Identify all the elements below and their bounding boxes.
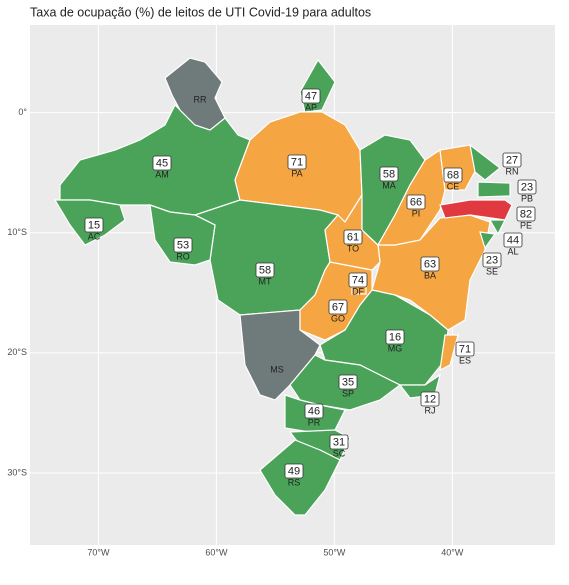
value-label: 31 xyxy=(333,436,345,448)
value-label: 58 xyxy=(383,168,395,180)
state-abbr: PA xyxy=(291,168,302,178)
value-label: 71 xyxy=(459,343,471,355)
label-box xyxy=(348,272,368,288)
state-abbr: AM xyxy=(155,169,169,179)
state-abbr: MT xyxy=(259,276,272,286)
state-abbr: MG xyxy=(388,343,403,353)
state-abbr: CE xyxy=(447,181,460,191)
state-abbr: MA xyxy=(382,180,396,190)
state xyxy=(469,143,501,181)
state-abbr: PE xyxy=(520,220,532,230)
label-box xyxy=(420,391,440,407)
x-tick-label: 60°W xyxy=(205,547,228,557)
label-box xyxy=(84,217,104,233)
label-box xyxy=(304,403,324,419)
value-label: 46 xyxy=(308,405,320,417)
state xyxy=(439,334,459,372)
value-label: 63 xyxy=(424,258,436,270)
label-box xyxy=(343,229,363,245)
state-abbr: SP xyxy=(342,388,354,398)
value-label: 35 xyxy=(342,376,354,388)
label-box xyxy=(173,237,193,253)
value-label: 53 xyxy=(177,239,189,251)
value-label: 12 xyxy=(424,393,436,405)
state-abbr: RJ xyxy=(425,405,436,415)
state-abbr: AL xyxy=(507,246,518,256)
label-box xyxy=(502,152,522,168)
label-box xyxy=(328,299,348,315)
value-label: 66 xyxy=(410,196,422,208)
state xyxy=(164,57,226,131)
state-abbr: MS xyxy=(270,364,284,374)
value-label: 45 xyxy=(156,157,168,169)
label-box xyxy=(482,252,502,268)
state-abbr: RO xyxy=(176,251,190,261)
value-label: 58 xyxy=(259,264,271,276)
y-tick-label: 30°S xyxy=(7,467,27,477)
label-box xyxy=(516,206,536,222)
map-title: Taxa de ocupação (%) de leitos de UTI Co… xyxy=(30,5,371,19)
state-abbr: PB xyxy=(521,193,533,203)
label-box xyxy=(301,88,321,104)
state xyxy=(439,199,513,221)
value-label: 61 xyxy=(347,231,359,243)
value-label: 71 xyxy=(291,156,303,168)
value-label: 23 xyxy=(486,254,498,266)
value-label: 68 xyxy=(447,169,459,181)
label-box xyxy=(255,262,275,278)
state-abbr: ES xyxy=(459,355,471,365)
state-abbr: RS xyxy=(288,477,301,487)
x-tick-label: 70°W xyxy=(87,547,110,557)
label-box xyxy=(420,256,440,272)
label-box xyxy=(517,179,537,195)
state-abbr: PI xyxy=(412,208,421,218)
y-tick-label: 10°S xyxy=(7,227,27,237)
value-label: 82 xyxy=(520,208,532,220)
state-abbr: DF xyxy=(352,286,364,296)
label-box xyxy=(329,434,349,450)
label-box xyxy=(338,374,358,390)
value-label: 49 xyxy=(288,465,300,477)
label-box xyxy=(379,166,399,182)
value-label: 67 xyxy=(332,301,344,313)
label-box xyxy=(284,463,304,479)
value-label: 23 xyxy=(521,181,533,193)
label-box xyxy=(406,194,426,210)
state-abbr: AC xyxy=(88,231,101,241)
x-tick-label: 50°W xyxy=(323,547,346,557)
state xyxy=(488,219,506,236)
state-abbr: RR xyxy=(194,94,207,104)
value-label: 16 xyxy=(389,331,401,343)
state-abbr: SE xyxy=(486,266,498,276)
state-abbr: RN xyxy=(506,166,519,176)
y-tick-label: 20°S xyxy=(7,347,27,357)
state xyxy=(479,231,497,250)
state xyxy=(477,181,511,198)
value-label: 44 xyxy=(507,234,519,246)
label-box xyxy=(287,154,307,170)
y-tick-label: 0° xyxy=(18,107,27,117)
value-label: 74 xyxy=(352,274,364,286)
label-box xyxy=(152,155,172,171)
label-box xyxy=(455,341,475,357)
value-label: 15 xyxy=(88,219,100,231)
state-abbr: PR xyxy=(308,417,321,427)
state xyxy=(149,204,216,266)
x-tick-label: 40°W xyxy=(441,547,464,557)
value-label: 47 xyxy=(305,90,317,102)
state-abbr: BA xyxy=(424,270,436,280)
state-abbr: GO xyxy=(331,313,345,323)
label-box xyxy=(503,232,523,248)
state-abbr: SC xyxy=(333,448,346,458)
label-box xyxy=(385,329,405,345)
value-label: 27 xyxy=(506,154,518,166)
state-abbr: TO xyxy=(347,243,359,253)
label-box xyxy=(443,167,463,183)
state-abbr: AP xyxy=(305,102,317,112)
